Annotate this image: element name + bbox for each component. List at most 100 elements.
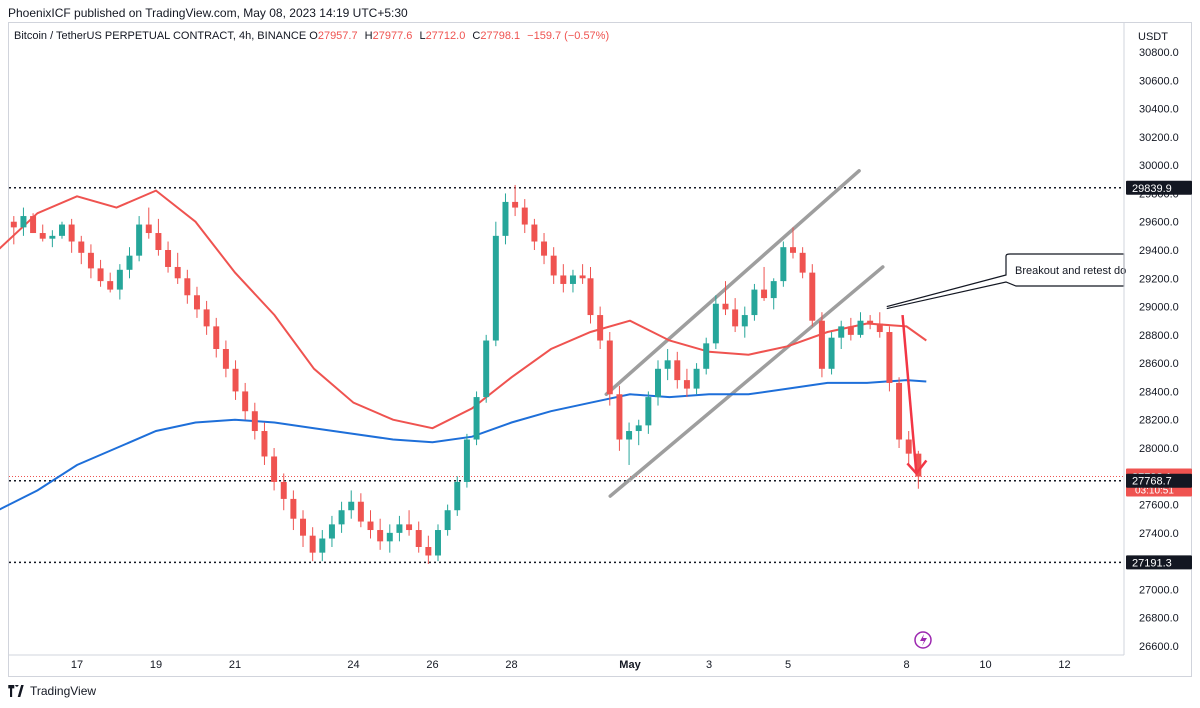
candle-body	[741, 315, 748, 327]
legend-low: 27712.0	[425, 30, 466, 42]
level-layer	[9, 187, 1124, 564]
candle-body	[280, 481, 287, 499]
time-tick-label: 12	[1058, 659, 1070, 671]
candle-body	[531, 224, 538, 242]
legend-close: 27798.1	[480, 30, 521, 42]
candle-body	[87, 252, 94, 269]
price-tick-label: 26800.0	[1139, 613, 1179, 625]
candle-body	[867, 320, 874, 324]
price-tick-label: 30600.0	[1139, 75, 1179, 87]
candle-body	[78, 241, 85, 253]
candle-body	[213, 326, 220, 349]
candle-body	[655, 368, 661, 398]
candle-body	[616, 394, 623, 440]
candle-body	[444, 510, 451, 531]
annotation-callout-shape	[886, 253, 1125, 310]
time-axis: 17 19 21 24 26 28 May 3 5 8 10 12	[9, 654, 1124, 671]
candle-body	[473, 397, 480, 440]
candle-body	[550, 255, 557, 276]
footer-brand-label: TradingView	[30, 684, 97, 698]
price-tick-label: 28000.0	[1139, 443, 1179, 455]
moving-average-layer	[0, 189, 927, 511]
candle-body	[309, 535, 316, 553]
candle-body	[512, 201, 519, 208]
price-tag-label: 27768.7	[1132, 476, 1172, 488]
channel-layer	[604, 169, 885, 498]
price-tick-label: 30400.0	[1139, 104, 1179, 116]
candle-body	[454, 481, 461, 511]
level-price-tag	[1126, 180, 1192, 195]
candle-body	[761, 289, 768, 299]
candle-body	[193, 295, 200, 310]
annotation-callout-text: Breakout and retest do	[1015, 265, 1126, 277]
candle-body	[300, 518, 307, 536]
time-tick-label: May	[619, 659, 641, 671]
candle-body	[847, 326, 854, 335]
level-price-tag	[1126, 473, 1192, 488]
time-tick-label: 5	[785, 659, 791, 671]
candle-body	[39, 233, 46, 239]
price-tick-label: 28200.0	[1139, 415, 1179, 427]
flash-icon	[914, 631, 932, 649]
legend-change: −159.7 (−0.57%)	[527, 30, 610, 42]
candle-body	[886, 332, 893, 383]
candle-body	[251, 411, 258, 432]
candle-body	[116, 269, 123, 290]
candle-body	[541, 241, 548, 256]
price-tag-label: 27191.3	[1132, 557, 1172, 569]
price-tick-label: 30200.0	[1139, 132, 1179, 144]
axis-currency-label: USDT	[1138, 31, 1168, 43]
candle-body	[857, 320, 864, 335]
candle-body	[68, 224, 75, 242]
candle-body	[145, 224, 152, 234]
time-tick-label: 24	[347, 659, 359, 671]
candle-body	[20, 216, 27, 228]
chart-legend: Bitcoin / TetherUS PERPETUAL CONTRACT, 4…	[14, 30, 613, 42]
candle-body	[751, 289, 758, 316]
candle-body	[328, 524, 335, 539]
chart-frame	[8, 22, 1192, 677]
candle-body	[674, 360, 681, 381]
candle-body	[818, 320, 825, 369]
candle-body	[463, 439, 470, 482]
price-tick-label: 27000.0	[1139, 584, 1179, 596]
candle-body	[722, 303, 729, 310]
price-tick-label: 28400.0	[1139, 386, 1179, 398]
price-tag-label: 29839.9	[1132, 183, 1172, 195]
candle-body	[261, 431, 268, 457]
price-tick-label: 28600.0	[1139, 358, 1179, 370]
candle-body	[770, 281, 777, 299]
candle-body	[30, 216, 37, 234]
candle-body	[483, 340, 490, 398]
candle-body	[165, 250, 172, 267]
legend-o-label: O	[309, 30, 318, 42]
candle-body	[97, 268, 104, 282]
candle-body	[606, 340, 613, 395]
candle-body	[790, 247, 796, 253]
moving-average-fast-line	[0, 189, 927, 430]
candle-body	[809, 272, 816, 321]
price-tick-label: 29200.0	[1139, 273, 1179, 285]
candle-body	[587, 278, 594, 316]
channel-trendline	[604, 169, 861, 397]
moving-average-slow-line	[0, 379, 927, 511]
candle-body	[386, 532, 393, 542]
legend-high: 27977.6	[372, 30, 413, 42]
candle-body	[59, 224, 65, 236]
candle-body	[915, 453, 922, 477]
time-tick-label: 3	[706, 659, 712, 671]
time-tick-label: 21	[229, 659, 241, 671]
candle-body	[396, 524, 403, 533]
time-tick-label: 28	[505, 659, 517, 671]
candle-body	[415, 530, 422, 547]
candle-body	[174, 266, 181, 279]
candle-body	[569, 275, 576, 284]
footer-brand: TradingView	[8, 684, 96, 698]
candle-body	[635, 425, 642, 432]
candle-body	[367, 521, 374, 531]
candle-body	[126, 255, 133, 270]
price-tick-label: 26600.0	[1139, 641, 1179, 653]
candle-body	[136, 224, 143, 256]
price-tick-label: 28800.0	[1139, 330, 1179, 342]
